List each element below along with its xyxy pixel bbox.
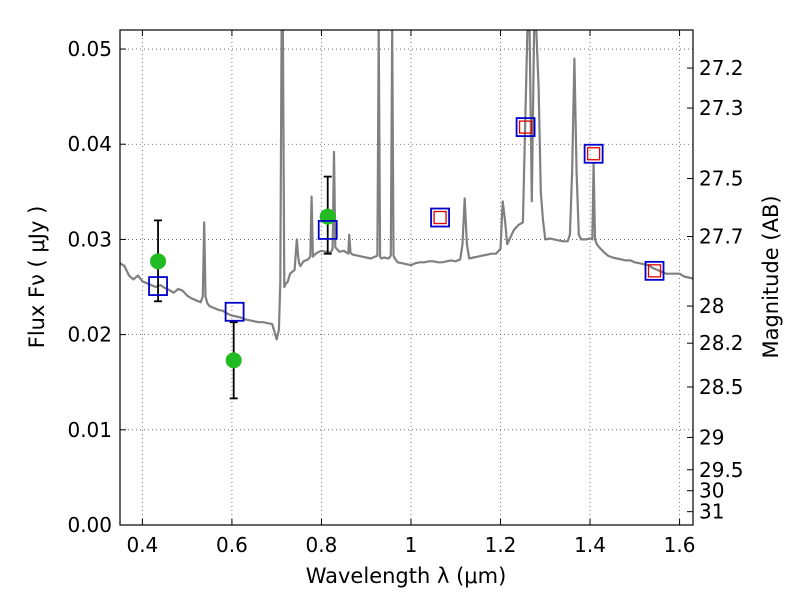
observed-point: [225, 352, 242, 369]
right-tick-label: 27.7: [699, 225, 744, 249]
x-tick-label: 1: [405, 533, 418, 557]
model-point-inner: [586, 147, 601, 161]
data-layer: [120, 30, 693, 400]
model-point: [583, 143, 604, 164]
right-tick-label: 27.2: [699, 56, 744, 80]
x-tick-label: 0.8: [306, 533, 338, 557]
y-tick-label: 0.05: [67, 37, 112, 61]
y-tick-label: 0.03: [67, 227, 112, 251]
model-point-inner: [518, 120, 533, 134]
model-point: [148, 276, 168, 296]
grid-layer: [120, 30, 693, 526]
right-tick-label: 31: [699, 500, 724, 524]
x-tick-label: 0.4: [126, 533, 158, 557]
model-point-inner: [433, 210, 447, 225]
x-tick-label: 1.4: [574, 533, 606, 557]
right-tick-label: 29.5: [699, 458, 744, 482]
y-tick-label: 0.00: [67, 513, 112, 537]
model-point: [430, 207, 450, 228]
x-tick-label: 1.6: [664, 533, 696, 557]
right-tick-label: 29: [699, 425, 724, 449]
observed-point: [150, 253, 167, 270]
model-point: [644, 260, 665, 281]
tick-layer: 0.4 0.6 0.8 1 1.2 1.4 1.6 0.00 0.01 0.02 0.03 0.04 0…: [67, 30, 744, 557]
y-axis-label: Flux Fν ( μJy ): [25, 206, 49, 349]
right-tick-label: 28: [699, 294, 724, 318]
right-tick-label: 27.3: [699, 96, 744, 120]
right-tick-label: 28.5: [699, 375, 744, 399]
x-tick-label: 1.2: [485, 533, 517, 557]
y-tick-label: 0.04: [67, 132, 112, 156]
sed-line: [120, 30, 693, 341]
right-tick-label: 28.2: [699, 331, 744, 355]
plot-frame: [119, 29, 694, 526]
right-tick-label: 27.5: [699, 167, 744, 191]
x-tick-label: 0.6: [216, 533, 248, 557]
model-point: [515, 117, 536, 137]
model-point: [224, 301, 245, 322]
model-point-inner: [647, 264, 662, 278]
model-point: [317, 220, 338, 240]
y-axis-right-label: Magnitude (AB): [759, 195, 783, 358]
y-tick-label: 0.01: [67, 418, 112, 442]
observed-point: [319, 208, 336, 225]
x-axis-label: Wavelength λ (μm): [306, 564, 507, 588]
right-tick-label: 30: [699, 479, 724, 503]
y-tick-label: 0.02: [67, 323, 112, 347]
